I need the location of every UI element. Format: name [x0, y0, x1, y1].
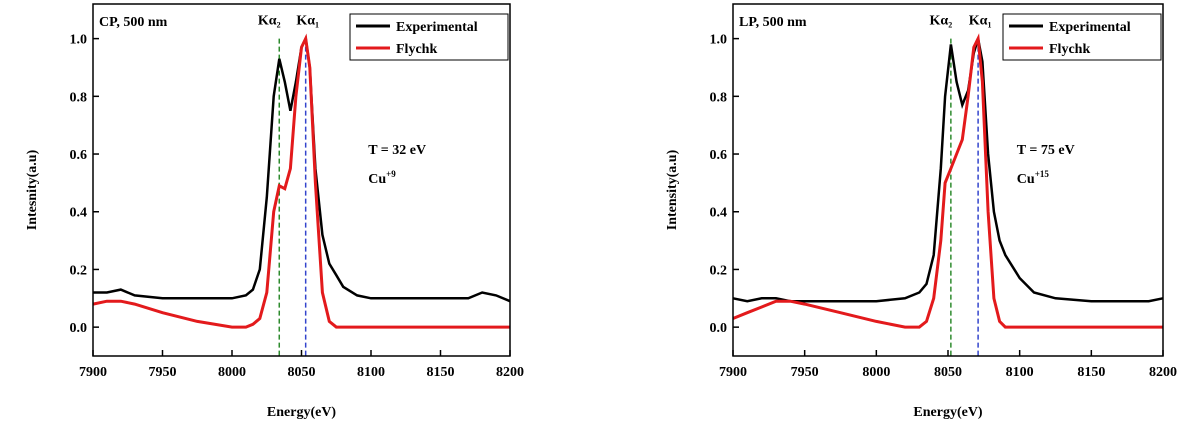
temperature: T = 32 eV	[368, 143, 426, 158]
peak-label: Kα1	[969, 14, 992, 30]
ion-charge: +15	[1035, 169, 1050, 179]
x-tick-label: 8000	[218, 365, 246, 380]
x-tick-label: 8200	[1149, 365, 1177, 380]
y-tick-label: 0.4	[710, 206, 728, 221]
peak-sub: 2	[948, 21, 952, 30]
y-tick-label: 0.4	[70, 206, 88, 221]
legend-label: Experimental	[1049, 20, 1131, 35]
peak-label: Kα1	[296, 14, 319, 30]
y-tick-label: 1.0	[70, 33, 88, 48]
legend-box	[1002, 13, 1162, 61]
x-tick-label: 7950	[149, 365, 177, 380]
line	[732, 33, 1163, 329]
x-tick-label: 8200	[496, 365, 524, 380]
line	[93, 34, 511, 303]
line	[732, 38, 1164, 303]
y-tick-label: 0.6	[710, 148, 728, 163]
x-axis-label: Energy(eV)	[913, 405, 983, 420]
y-tick-label: 0.8	[710, 90, 728, 105]
peak-label: Kα2	[930, 14, 953, 30]
peak-label: Kα2	[258, 14, 281, 30]
y-axis-label: Intesnity(a.u)	[25, 149, 40, 230]
temperature: T = 75 eV	[1017, 143, 1075, 158]
x-axis-label: Energy(eV)	[267, 405, 337, 420]
x-tick-label: 8000	[862, 365, 890, 380]
panel-label: CP, 500 nm	[99, 15, 168, 30]
plot-frame	[732, 3, 1164, 357]
y-tick-label: 0.2	[70, 263, 88, 278]
y-tick-label: 1.0	[710, 33, 728, 48]
peak-sub: 1	[987, 21, 991, 30]
ion: Cu+15	[1017, 169, 1050, 187]
legend-box	[349, 13, 509, 61]
y-tick-label: 0.8	[70, 90, 88, 105]
legend-label: Flychk	[396, 42, 437, 57]
peak-name: Kα	[296, 14, 315, 29]
ion: Cu+9	[368, 169, 396, 187]
peak-sub: 2	[277, 21, 281, 30]
y-tick-label: 0.6	[70, 148, 88, 163]
y-axis-label: Intensity(a.u)	[665, 149, 680, 230]
y-tick-label: 0.2	[710, 263, 728, 278]
x-tick-label: 8050	[288, 365, 316, 380]
ion-charge: +9	[386, 169, 396, 179]
x-tick-label: 8100	[1006, 365, 1034, 380]
y-tick-label: 0.0	[710, 321, 728, 336]
peak-name: Kα	[258, 14, 277, 29]
peak-sub: 1	[315, 21, 319, 30]
legend-label: Experimental	[396, 20, 478, 35]
ion-name: Cu	[368, 172, 386, 187]
y-tick-label: 0.0	[70, 321, 88, 336]
line	[92, 33, 510, 329]
legend-label: Flychk	[1049, 42, 1090, 57]
x-tick-label: 7900	[79, 365, 107, 380]
x-tick-label: 7900	[719, 365, 747, 380]
peak-name: Kα	[930, 14, 949, 29]
x-tick-label: 8050	[934, 365, 962, 380]
x-tick-label: 8100	[357, 365, 385, 380]
x-tick-label: 8150	[1077, 365, 1105, 380]
peak-name: Kα	[969, 14, 988, 29]
plot-frame	[92, 3, 511, 357]
x-tick-label: 8150	[427, 365, 455, 380]
x-tick-label: 7950	[791, 365, 819, 380]
ion-name: Cu	[1017, 172, 1035, 187]
panel-label: LP, 500 nm	[739, 15, 807, 30]
